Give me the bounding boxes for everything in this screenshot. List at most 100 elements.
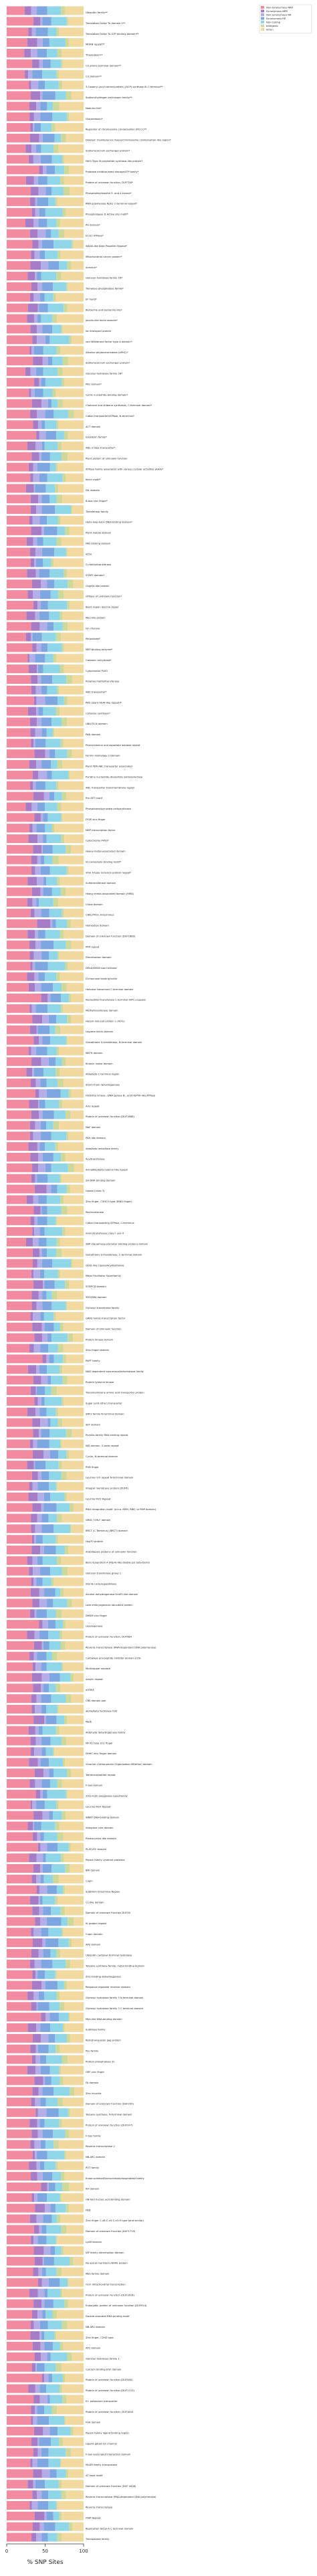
bar-segment xyxy=(57,1705,59,1714)
bar-segment xyxy=(47,1609,56,1619)
bar-segment xyxy=(7,1291,32,1300)
bar-row xyxy=(7,91,84,100)
category-label: Calcium binding EGF domain xyxy=(86,2368,122,2371)
bar-row xyxy=(7,399,84,408)
bar-segment xyxy=(60,1948,84,1958)
bar-row xyxy=(7,2182,84,2191)
bar-segment xyxy=(47,685,58,695)
bar-segment xyxy=(70,1184,84,1194)
bar-row xyxy=(7,834,84,843)
bar-segment xyxy=(38,187,46,196)
bar-segment xyxy=(66,2469,69,2478)
bar-segment xyxy=(66,2395,84,2404)
bar-segment xyxy=(26,611,35,620)
bar-segment xyxy=(39,1407,47,1416)
bar-segment xyxy=(71,1259,72,1268)
bar-segment xyxy=(32,1259,37,1268)
category-label: Harpin-induced protein 1 (Hin1) xyxy=(86,1020,125,1022)
bar-row xyxy=(7,261,84,270)
legend-swatch xyxy=(261,13,264,16)
bar-segment xyxy=(37,2193,47,2202)
bar-segment xyxy=(60,2193,62,2202)
bar-segment xyxy=(33,1206,41,1215)
bar-row xyxy=(7,1078,84,1087)
bar-segment xyxy=(7,898,27,907)
bar-segment xyxy=(41,2225,47,2234)
category-label: Zinc finger, C3HC4 type (RING finger) xyxy=(86,1200,132,1203)
bar-row xyxy=(7,1407,84,1416)
bar-segment xyxy=(36,2161,40,2171)
bar-segment xyxy=(27,1407,36,1416)
bar-segment xyxy=(27,1991,34,2001)
bar-segment xyxy=(54,409,68,419)
bar-segment xyxy=(31,739,34,748)
bar-segment xyxy=(7,314,27,323)
bar-segment xyxy=(54,622,63,631)
bar-segment xyxy=(7,2098,31,2107)
category-label: Domain of Unknown function xyxy=(86,1327,122,1330)
bar-segment xyxy=(47,2352,51,2361)
bar-segment xyxy=(7,2044,31,2053)
bar-segment xyxy=(54,940,66,949)
bar-segment xyxy=(36,1885,40,1894)
bar-row xyxy=(7,824,84,833)
bar-segment xyxy=(60,1641,66,1650)
bar-segment xyxy=(31,802,37,812)
bar-segment xyxy=(49,2065,60,2075)
bar-row xyxy=(7,707,84,716)
bar-segment xyxy=(31,1513,37,1523)
bar-segment xyxy=(68,770,70,779)
bar-segment xyxy=(39,1036,43,1045)
category-label: O-methyltransferase xyxy=(86,563,112,566)
bar-row xyxy=(7,2161,84,2171)
bar-row xyxy=(7,929,84,939)
bar-segment xyxy=(32,2150,35,2160)
bar-segment xyxy=(33,2448,38,2457)
bar-segment xyxy=(39,250,45,260)
bar-segment xyxy=(32,2490,37,2500)
bar-segment xyxy=(49,1439,61,1449)
bar-segment xyxy=(42,325,53,334)
bar-segment xyxy=(29,1025,37,1034)
bar-segment xyxy=(53,1121,60,1130)
bar-segment xyxy=(35,1461,45,1470)
bar-segment xyxy=(44,1588,56,1597)
bar-row xyxy=(7,1301,84,1311)
bar-segment xyxy=(68,165,84,175)
category-label: IAP family dimerisation domain xyxy=(86,2251,124,2254)
bar-segment xyxy=(66,1471,84,1480)
bar-segment xyxy=(45,2013,50,2022)
bar-segment xyxy=(7,112,30,122)
bar-row xyxy=(7,961,84,971)
bar-segment xyxy=(71,505,73,515)
category-label: START domain* xyxy=(86,574,104,577)
category-label: Plant protein of unknown function xyxy=(86,457,128,460)
bar-segment xyxy=(70,2013,84,2022)
bar-segment xyxy=(7,1535,32,1544)
bar-row xyxy=(7,133,84,143)
bar-segment xyxy=(34,1396,38,1406)
bar-segment xyxy=(46,877,58,886)
bar-segment xyxy=(42,1036,51,1045)
bar-segment xyxy=(51,1694,66,1704)
bar-segment xyxy=(40,1789,43,1799)
bar-segment xyxy=(47,1216,56,1226)
bar-row xyxy=(7,685,84,695)
bar-segment xyxy=(27,1630,35,1639)
bar-segment xyxy=(50,993,62,1002)
bar-segment xyxy=(56,1248,62,1257)
category-label: Pre-SET motif xyxy=(86,797,103,800)
bar-segment xyxy=(7,2363,32,2372)
bar-segment xyxy=(51,717,62,727)
bar-segment xyxy=(30,494,39,504)
bar-segment xyxy=(7,1396,35,1406)
bar-segment xyxy=(7,484,26,493)
bar-segment xyxy=(68,579,74,589)
bar-segment xyxy=(36,2533,42,2542)
category-label: Subtilisin N-terminal Region xyxy=(86,1890,120,1893)
bar-row xyxy=(7,6,84,15)
bar-segment xyxy=(48,1513,58,1523)
bar-segment xyxy=(35,1789,41,1799)
bar-segment xyxy=(43,2076,45,2086)
